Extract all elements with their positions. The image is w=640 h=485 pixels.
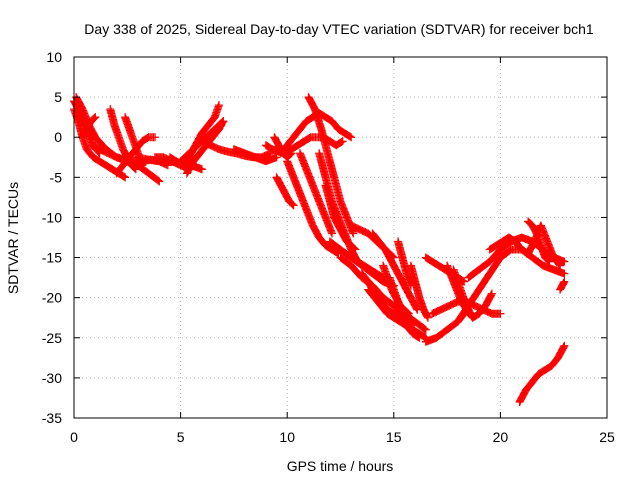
data-marks [385,273,415,330]
data-marks [78,113,100,142]
data-marks [406,261,432,322]
y-tick-label: -5 [50,169,63,185]
data-marks [229,145,281,166]
data-series-arc-44 [556,277,569,294]
data-marks [515,341,569,406]
data-marks [524,217,554,266]
data-layer [70,93,569,406]
data-series-arc-20 [283,157,343,258]
x-tick-label: 25 [599,429,615,445]
x-tick-label: 15 [386,429,402,445]
data-marks [556,277,569,294]
y-tick-label: 5 [54,89,62,105]
y-tick-label: 0 [54,129,62,145]
data-series-arc-34 [406,261,432,322]
data-series-arc-15 [229,145,281,166]
data-series-arc-29 [364,285,430,342]
data-series-arc-22 [304,93,358,238]
data-marks [364,285,430,342]
y-tick-label: -25 [42,330,62,346]
data-series-arc-19 [272,173,298,210]
grid-layer [74,57,607,418]
data-series-arc-33 [394,237,415,290]
y-tick-label: -15 [42,250,62,266]
x-tick-label: 5 [177,429,185,445]
y-tick-label: 10 [46,49,62,65]
data-marks [394,237,415,290]
data-marks [304,93,358,238]
data-series-arc-4 [78,113,100,142]
data-marks [321,181,360,254]
data-series-arc-21 [295,149,336,238]
data-marks [272,173,298,210]
y-tick-label: -10 [42,209,62,225]
plot-frame [73,56,608,419]
y-axis-label: SDTVAR / TECUs [5,182,21,294]
y-tick-label: -30 [42,370,62,386]
data-marks [368,229,422,314]
chart-title: Day 338 of 2025, Sidereal Day-to-day VTE… [84,21,594,37]
axis-layer: 10 5 0 -5 -10 -15 -20 -25 -30 -35 0 5 10 15 20 25 [42,49,615,445]
data-series-arc-32 [385,273,415,330]
x-axis-label: GPS time / hours [287,458,394,474]
data-series-arc-43 [524,217,554,266]
x-tick-label: 0 [70,429,78,445]
data-series-arc-45 [515,341,569,406]
x-tick-label: 10 [279,429,295,445]
x-tick-label: 20 [493,429,509,445]
data-marks [283,157,343,258]
y-tick-label: -35 [42,410,62,426]
y-tick-label: -20 [42,290,62,306]
data-series-arc-30 [368,229,422,314]
data-series-arc-24 [321,181,360,254]
data-marks [295,149,336,238]
